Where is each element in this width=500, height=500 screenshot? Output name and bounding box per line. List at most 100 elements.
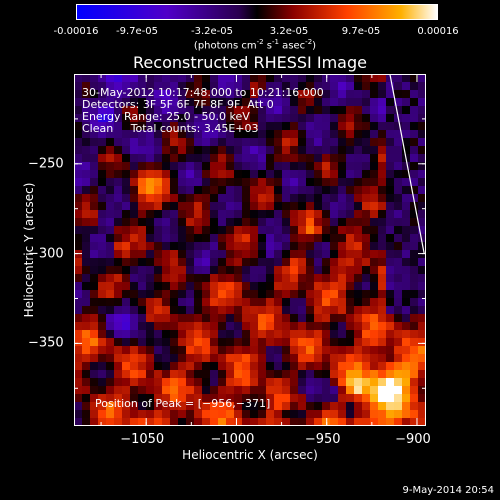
heatmap-cell xyxy=(202,306,211,315)
heatmap-cell xyxy=(258,306,267,315)
heatmap-cell xyxy=(386,290,395,299)
heatmap-cell xyxy=(394,202,403,211)
heatmap-cell xyxy=(290,146,299,155)
heatmap-cell xyxy=(138,146,147,155)
heatmap-cell xyxy=(346,138,355,147)
heatmap-cell xyxy=(378,362,387,371)
heatmap-cell xyxy=(114,114,123,123)
heatmap-cell xyxy=(74,402,83,411)
heatmap-cell xyxy=(234,258,243,267)
heatmap-cell xyxy=(186,210,195,219)
heatmap-cell xyxy=(370,290,379,299)
heatmap-cell xyxy=(242,354,251,363)
heatmap-cell xyxy=(266,306,275,315)
heatmap-cell xyxy=(162,354,171,363)
heatmap-cell xyxy=(338,314,347,323)
heatmap-cell xyxy=(298,282,307,291)
heatmap-cell xyxy=(322,218,331,227)
heatmap-cell xyxy=(218,410,227,419)
heatmap-cell xyxy=(106,130,115,139)
heatmap-cell xyxy=(274,378,283,387)
heatmap-cell xyxy=(146,114,155,123)
heatmap-cell xyxy=(290,322,299,331)
heatmap-cell xyxy=(258,338,267,347)
heatmap-cell xyxy=(314,114,323,123)
heatmap-cell xyxy=(194,162,203,171)
heatmap-cell xyxy=(378,154,387,163)
heatmap-cell xyxy=(322,138,331,147)
heatmap-cell xyxy=(362,210,371,219)
heatmap-cell xyxy=(418,114,426,123)
heatmap-cell xyxy=(242,106,251,115)
heatmap-cell xyxy=(226,234,235,243)
heatmap-cell xyxy=(394,330,403,339)
heatmap-cell xyxy=(274,322,283,331)
heatmap-cell xyxy=(418,194,426,203)
heatmap-cell xyxy=(82,250,91,259)
heatmap-cell xyxy=(370,378,379,387)
heatmap-cell xyxy=(138,234,147,243)
heatmap-cell xyxy=(354,290,363,299)
heatmap-cell xyxy=(98,282,107,291)
heatmap-cell xyxy=(162,282,171,291)
heatmap-cell xyxy=(170,338,179,347)
heatmap-cell xyxy=(178,98,187,107)
heatmap-cell xyxy=(314,410,323,419)
heatmap-cell xyxy=(234,362,243,371)
heatmap-cell xyxy=(282,330,291,339)
heatmap-cell xyxy=(298,138,307,147)
heatmap-cell xyxy=(330,130,339,139)
heatmap-cell xyxy=(370,90,379,99)
heatmap-cell xyxy=(298,74,307,83)
heatmap-cell xyxy=(346,402,355,411)
heatmap-cell xyxy=(386,306,395,315)
heatmap-cell xyxy=(266,146,275,155)
heatmap-cell xyxy=(74,162,83,171)
heatmap-cell xyxy=(266,138,275,147)
heatmap-cell xyxy=(74,282,83,291)
heatmap-cell xyxy=(386,242,395,251)
heatmap-cell xyxy=(162,362,171,371)
heatmap-cell xyxy=(314,210,323,219)
heatmap-cell xyxy=(362,258,371,267)
heatmap-cell xyxy=(146,322,155,331)
heatmap-cell xyxy=(90,82,99,91)
heatmap-cell xyxy=(250,194,259,203)
heatmap-cell xyxy=(74,234,83,243)
heatmap-cell xyxy=(178,202,187,211)
heatmap-cell xyxy=(82,378,91,387)
heatmap-cell xyxy=(186,186,195,195)
heatmap-cell xyxy=(314,370,323,379)
heatmap-cell xyxy=(162,322,171,331)
heatmap-cell xyxy=(90,410,99,419)
heatmap-cell xyxy=(394,194,403,203)
heatmap-cell xyxy=(122,226,131,235)
heatmap-cell xyxy=(306,218,315,227)
heatmap-cell xyxy=(194,138,203,147)
heatmap-cell xyxy=(306,242,315,251)
heatmap-cell xyxy=(82,186,91,195)
heatmap-cell xyxy=(162,378,171,387)
heatmap-cell xyxy=(154,354,163,363)
heatmap-cell xyxy=(346,322,355,331)
heatmap-cell xyxy=(330,386,339,395)
heatmap-cell xyxy=(330,330,339,339)
heatmap-cell xyxy=(98,290,107,299)
heatmap-cell xyxy=(170,130,179,139)
heatmap-cell xyxy=(162,314,171,323)
heatmap-cell xyxy=(402,394,411,403)
heatmap-cell xyxy=(138,250,147,259)
heatmap-cell xyxy=(250,122,259,131)
heatmap-cell xyxy=(226,242,235,251)
heatmap-cell xyxy=(250,146,259,155)
heatmap-cell xyxy=(114,202,123,211)
heatmap-cell xyxy=(410,218,419,227)
heatmap-cell xyxy=(378,210,387,219)
heatmap-cell xyxy=(378,330,387,339)
heatmap-cell xyxy=(106,250,115,259)
heatmap-cell xyxy=(82,410,91,419)
heatmap-cell xyxy=(226,122,235,131)
heatmap-cell xyxy=(106,194,115,203)
heatmap-cell xyxy=(402,162,411,171)
heatmap-cell xyxy=(162,306,171,315)
